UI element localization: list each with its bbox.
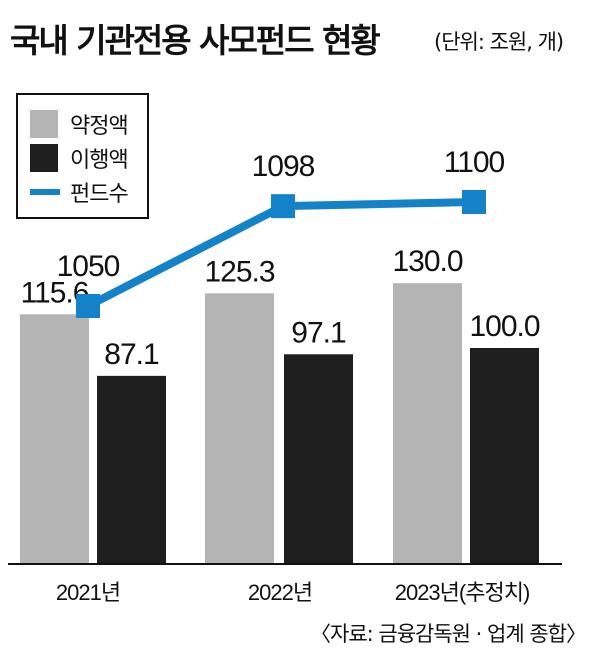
- legend-swatch-invested: [30, 144, 58, 172]
- legend-label-committed: 약정액: [70, 114, 129, 139]
- bar-label-invested-1: 87.1: [104, 338, 159, 371]
- x-tick-label-3: 2023년(추정치): [395, 580, 530, 605]
- point-funds-1: [76, 294, 100, 318]
- point-label-funds-1: 1050: [57, 250, 120, 283]
- bar-invested-2: [284, 354, 353, 564]
- bar-label-invested-3: 100.0: [469, 310, 539, 343]
- bar-committed-1: [20, 314, 89, 564]
- legend: 약정액 이행액 펀드수: [16, 93, 149, 219]
- chart-title: 국내 기관전용 사모펀드 현황: [10, 21, 381, 60]
- bar-invested-1: [97, 375, 166, 564]
- legend-line-funds: [30, 189, 60, 195]
- point-funds-2: [271, 194, 295, 219]
- unit-label: (단위: 조원, 개): [434, 30, 564, 54]
- source-note: 〈자료: 금융감독원 · 업계 종합〉: [310, 622, 587, 646]
- point-funds-3: [462, 190, 486, 214]
- legend-label-funds: 펀드수: [70, 182, 129, 207]
- bar-label-committed-3: 130.0: [392, 245, 462, 278]
- legend-item-invested: 이행액: [30, 143, 129, 173]
- bar-invested-3: [470, 348, 539, 564]
- x-tick-label-2: 2022년: [248, 580, 312, 605]
- point-label-funds-2: 1098: [252, 150, 315, 183]
- legend-item-funds: 펀드수: [30, 177, 129, 207]
- legend-label-invested: 이행액: [70, 148, 129, 173]
- x-tick-label-1: 2021년: [56, 580, 120, 605]
- bar-label-invested-2: 97.1: [291, 316, 346, 349]
- bar-committed-2: [205, 293, 274, 564]
- legend-swatch-committed: [30, 110, 58, 138]
- legend-item-committed: 약정액: [30, 109, 129, 139]
- bar-committed-3: [393, 283, 462, 564]
- point-label-funds-3: 1100: [444, 146, 505, 179]
- bar-label-committed-2: 125.3: [204, 255, 274, 288]
